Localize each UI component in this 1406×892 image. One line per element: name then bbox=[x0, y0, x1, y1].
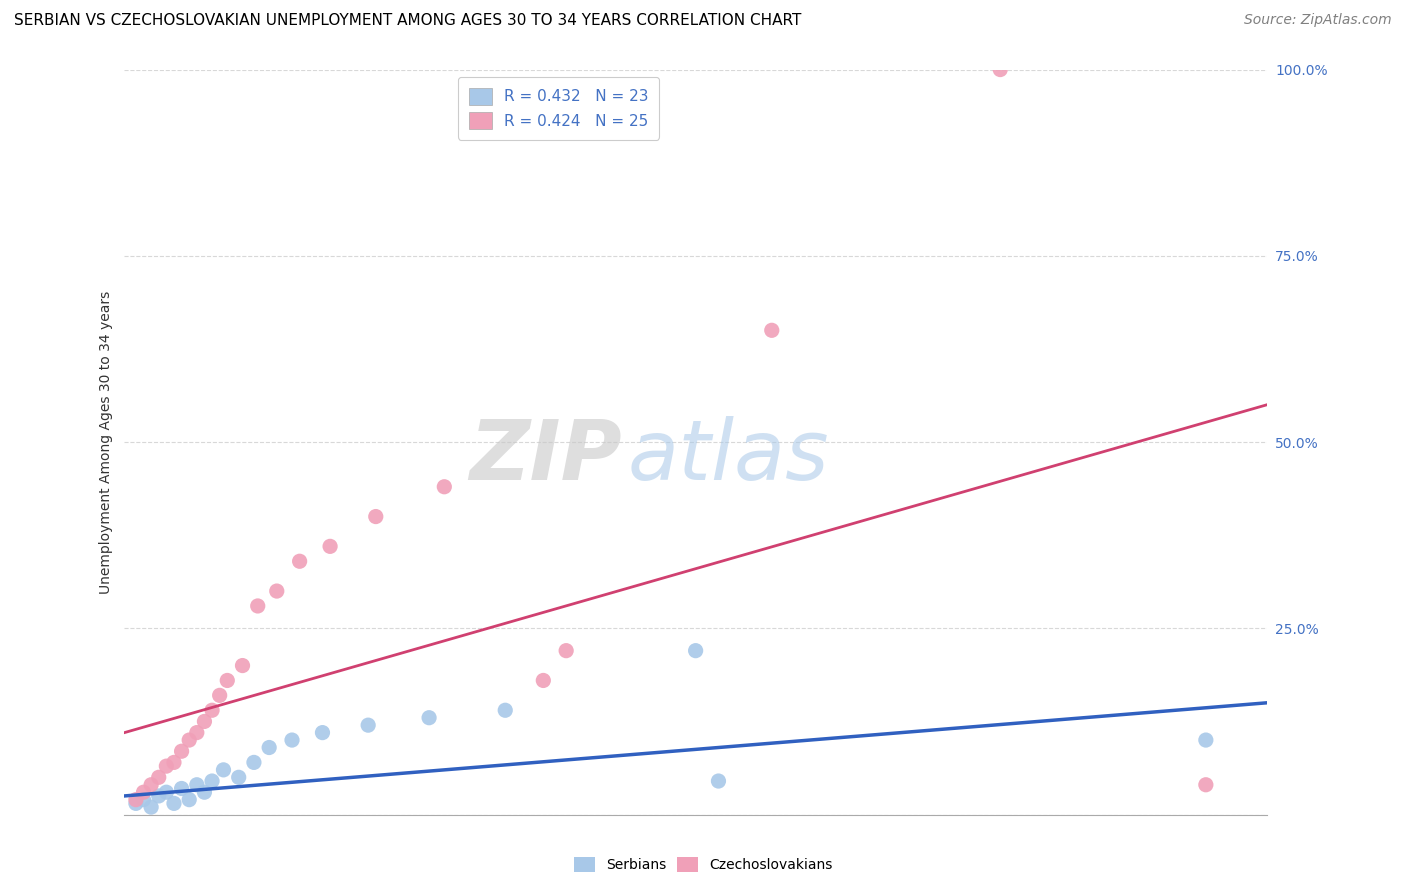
Point bbox=[231, 658, 253, 673]
Point bbox=[433, 480, 456, 494]
Point bbox=[148, 789, 170, 803]
Point bbox=[246, 599, 269, 613]
Point bbox=[281, 733, 304, 747]
Point bbox=[125, 797, 148, 811]
Point bbox=[125, 792, 148, 806]
Point bbox=[707, 774, 730, 789]
Point bbox=[311, 725, 333, 739]
Text: atlas: atlas bbox=[627, 417, 828, 498]
Point bbox=[288, 554, 311, 568]
Legend: R = 0.432   N = 23, R = 0.424   N = 25: R = 0.432 N = 23, R = 0.424 N = 25 bbox=[458, 78, 659, 139]
Point bbox=[685, 643, 707, 657]
Point bbox=[988, 62, 1011, 77]
Point bbox=[357, 718, 380, 732]
Point bbox=[1195, 778, 1218, 792]
Text: SERBIAN VS CZECHOSLOVAKIAN UNEMPLOYMENT AMONG AGES 30 TO 34 YEARS CORRELATION CH: SERBIAN VS CZECHOSLOVAKIAN UNEMPLOYMENT … bbox=[14, 13, 801, 29]
Point bbox=[139, 778, 162, 792]
Point bbox=[266, 584, 288, 599]
Point bbox=[761, 323, 783, 337]
Point bbox=[186, 725, 208, 739]
Point bbox=[132, 785, 155, 799]
Point bbox=[217, 673, 239, 688]
Point bbox=[364, 509, 387, 524]
Point bbox=[243, 756, 266, 770]
Point bbox=[208, 689, 231, 703]
Point bbox=[170, 781, 193, 796]
Point bbox=[201, 774, 224, 789]
Point bbox=[170, 744, 193, 758]
Point bbox=[193, 714, 215, 729]
Y-axis label: Unemployment Among Ages 30 to 34 years: Unemployment Among Ages 30 to 34 years bbox=[100, 291, 114, 594]
Point bbox=[148, 770, 170, 784]
Text: Source: ZipAtlas.com: Source: ZipAtlas.com bbox=[1244, 13, 1392, 28]
Point bbox=[494, 703, 516, 717]
Legend: Serbians, Czechoslovakians: Serbians, Czechoslovakians bbox=[565, 849, 841, 880]
Point bbox=[186, 778, 208, 792]
Point bbox=[179, 792, 201, 806]
Point bbox=[139, 800, 162, 814]
Point bbox=[531, 673, 554, 688]
Point bbox=[418, 711, 440, 725]
Point bbox=[1195, 733, 1218, 747]
Point bbox=[132, 792, 155, 806]
Point bbox=[257, 740, 280, 755]
Point bbox=[201, 703, 224, 717]
Point bbox=[163, 756, 186, 770]
Point bbox=[163, 797, 186, 811]
Point bbox=[228, 770, 250, 784]
Point bbox=[179, 733, 201, 747]
Text: ZIP: ZIP bbox=[468, 417, 621, 498]
Point bbox=[193, 785, 215, 799]
Point bbox=[555, 643, 578, 657]
Point bbox=[155, 785, 177, 799]
Point bbox=[319, 540, 342, 554]
Point bbox=[155, 759, 177, 773]
Point bbox=[212, 763, 235, 777]
